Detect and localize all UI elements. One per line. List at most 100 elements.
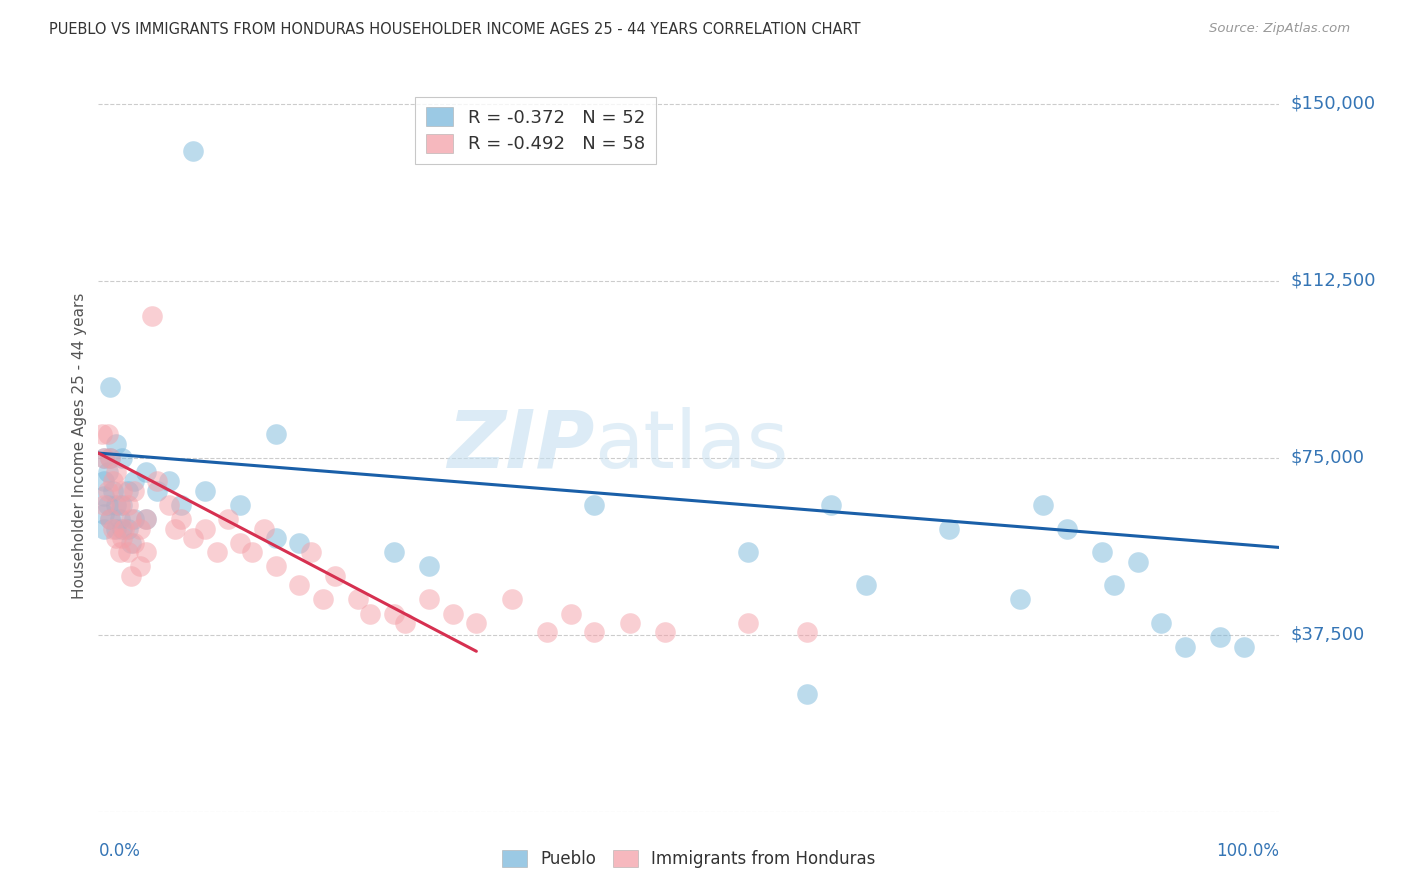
Point — [121, 535, 143, 549]
Text: Source: ZipAtlas.com: Source: ZipAtlas.com — [1209, 22, 1350, 36]
Point — [105, 465, 128, 479]
Point — [1233, 640, 1256, 654]
Point — [583, 498, 606, 512]
Point — [122, 483, 145, 498]
Point — [117, 498, 139, 512]
Point — [105, 498, 128, 512]
Point — [938, 522, 960, 536]
Text: atlas: atlas — [595, 407, 789, 485]
Point — [229, 498, 252, 512]
Point — [93, 489, 115, 503]
Point — [1032, 498, 1054, 512]
Point — [101, 522, 124, 536]
Point — [737, 545, 759, 559]
Point — [288, 578, 311, 592]
Point — [1209, 630, 1232, 644]
Point — [170, 512, 193, 526]
Point — [108, 498, 131, 512]
Point — [181, 144, 204, 158]
Point — [93, 475, 115, 489]
Point — [157, 475, 180, 489]
Point — [820, 498, 842, 512]
Point — [117, 483, 139, 498]
Point — [560, 607, 582, 621]
Point — [1126, 555, 1149, 569]
Point — [111, 483, 134, 498]
Point — [135, 545, 157, 559]
Point — [108, 545, 131, 559]
Point — [170, 498, 193, 512]
Point — [441, 607, 464, 621]
Point — [97, 465, 120, 479]
Point — [583, 625, 606, 640]
Point — [122, 535, 145, 549]
Text: $37,500: $37,500 — [1291, 626, 1365, 644]
Point — [165, 522, 187, 536]
Point — [93, 508, 115, 522]
Point — [240, 545, 263, 559]
Point — [105, 531, 128, 545]
Point — [128, 522, 150, 536]
Point — [1091, 545, 1114, 559]
Point — [465, 615, 488, 630]
Y-axis label: Householder Income Ages 25 - 44 years: Householder Income Ages 25 - 44 years — [72, 293, 87, 599]
Point — [111, 450, 134, 465]
Point — [1150, 615, 1173, 630]
Point — [135, 465, 157, 479]
Point — [1102, 578, 1125, 592]
Point — [347, 592, 370, 607]
Point — [98, 450, 121, 465]
Point — [105, 522, 128, 536]
Point — [205, 545, 228, 559]
Point — [194, 483, 217, 498]
Point — [157, 498, 180, 512]
Point — [418, 592, 440, 607]
Point — [501, 592, 523, 607]
Point — [359, 607, 381, 621]
Point — [91, 427, 114, 442]
Point — [121, 512, 143, 526]
Point — [288, 535, 311, 549]
Point — [323, 568, 346, 582]
Point — [654, 625, 676, 640]
Point — [382, 545, 405, 559]
Point — [418, 559, 440, 574]
Point — [97, 427, 120, 442]
Point — [194, 522, 217, 536]
Point — [97, 498, 120, 512]
Point — [1174, 640, 1197, 654]
Point — [796, 625, 818, 640]
Point — [117, 545, 139, 559]
Point — [146, 475, 169, 489]
Text: 0.0%: 0.0% — [98, 842, 141, 860]
Text: PUEBLO VS IMMIGRANTS FROM HONDURAS HOUSEHOLDER INCOME AGES 25 - 44 YEARS CORRELA: PUEBLO VS IMMIGRANTS FROM HONDURAS HOUSE… — [49, 22, 860, 37]
Point — [108, 512, 131, 526]
Point — [122, 475, 145, 489]
Point — [135, 512, 157, 526]
Point — [253, 522, 276, 536]
Text: 100.0%: 100.0% — [1216, 842, 1279, 860]
Point — [121, 568, 143, 582]
Text: $112,500: $112,500 — [1291, 272, 1376, 290]
Point — [112, 522, 135, 536]
Point — [1008, 592, 1031, 607]
Point — [111, 522, 134, 536]
Point — [217, 512, 239, 526]
Point — [93, 522, 115, 536]
Point — [855, 578, 877, 592]
Point — [737, 615, 759, 630]
Point — [1056, 522, 1078, 536]
Point — [98, 380, 121, 394]
Point — [619, 615, 641, 630]
Point — [111, 498, 134, 512]
Point — [264, 427, 287, 442]
Point — [382, 607, 405, 621]
Point — [796, 687, 818, 701]
Point — [536, 625, 558, 640]
Point — [101, 483, 124, 498]
Text: ZIP: ZIP — [447, 407, 595, 485]
Point — [181, 531, 204, 545]
Point — [299, 545, 322, 559]
Legend: Pueblo, Immigrants from Honduras: Pueblo, Immigrants from Honduras — [494, 842, 884, 877]
Point — [146, 483, 169, 498]
